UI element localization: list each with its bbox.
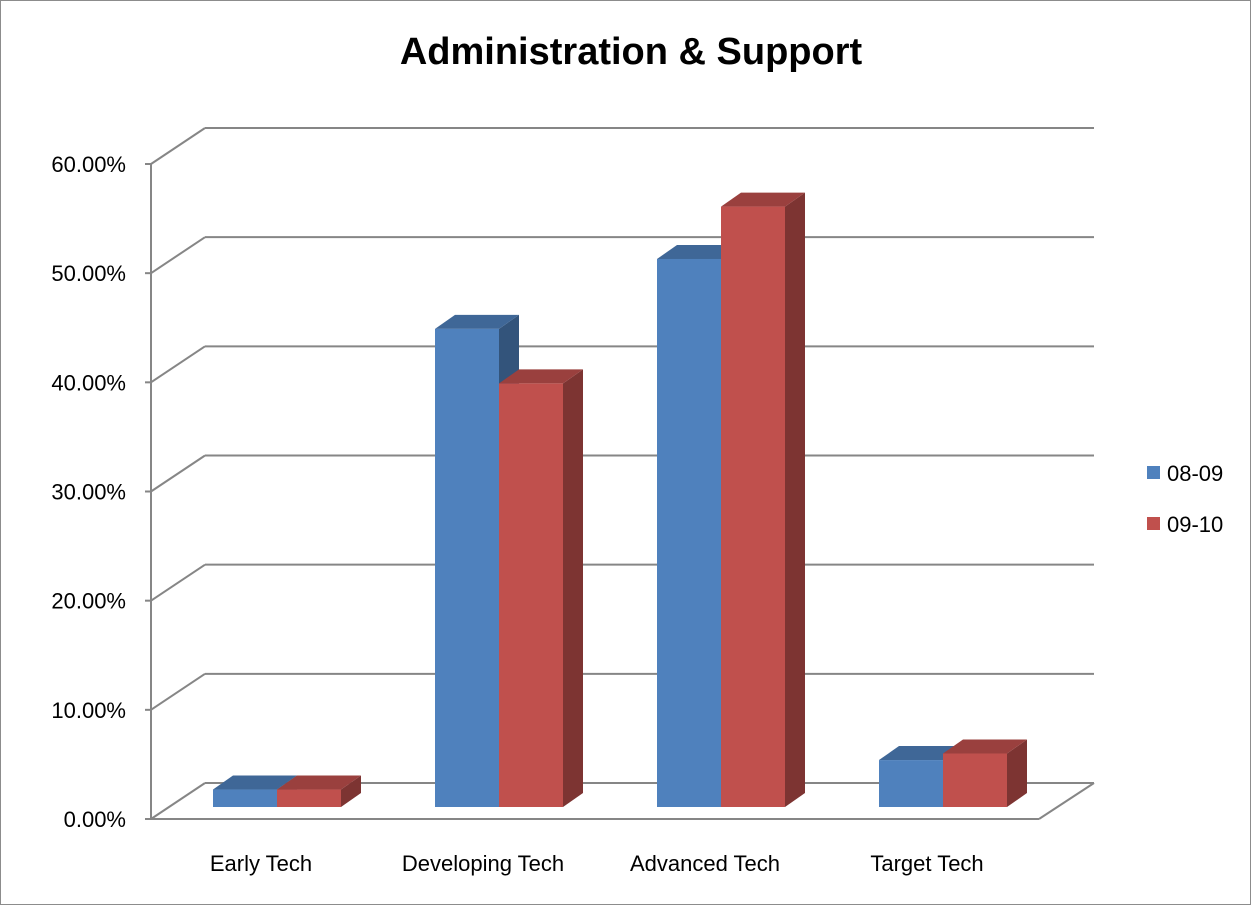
bar: [657, 258, 721, 807]
bar: [879, 760, 943, 807]
gridline-depth: [150, 673, 206, 711]
bar: [499, 383, 563, 807]
bar: [277, 789, 341, 807]
x-tick-label: Developing Tech: [402, 851, 564, 876]
legend-label: 09-10: [1167, 512, 1224, 537]
bar-top: [721, 192, 805, 207]
bar: [943, 753, 1007, 807]
bar-top: [499, 369, 583, 384]
gridline-depth: [150, 563, 206, 602]
bar: [721, 206, 785, 808]
bar-side: [1007, 739, 1027, 807]
gridline-depth: [150, 127, 206, 165]
bar-top: [943, 739, 1027, 754]
bar-side: [341, 775, 361, 807]
x-tick-label: Advanced Tech: [630, 851, 780, 876]
x-tick-label: Target Tech: [870, 851, 983, 876]
bar: [213, 789, 277, 807]
legend-label: 08-09: [1167, 461, 1224, 486]
gridline-depth: [150, 345, 206, 384]
y-tick-label: 20.00%: [51, 589, 126, 614]
gridline-depth: [150, 782, 206, 820]
y-tick-label: 0.00%: [64, 807, 126, 832]
bar-top: [213, 775, 297, 790]
y-tick-label: 50.00%: [51, 261, 126, 286]
bar-side: [785, 192, 805, 808]
floor-edge: [1038, 782, 1095, 820]
gridline-depth: [150, 454, 206, 493]
gridline-depth: [150, 236, 206, 274]
y-tick-label: 30.00%: [51, 480, 126, 505]
y-tick-label: 10.00%: [51, 698, 126, 723]
legend-swatch: [1147, 466, 1160, 479]
bar-side: [563, 369, 583, 807]
chart-title: Administration & Support: [399, 31, 863, 73]
bar-top: [657, 244, 741, 259]
y-tick-label: 60.00%: [51, 152, 126, 177]
x-tick-label: Early Tech: [210, 851, 312, 876]
legend-swatch: [1147, 517, 1160, 530]
bar-top: [435, 314, 519, 329]
bar: [435, 328, 499, 807]
bar-top: [277, 775, 361, 790]
y-tick-label: 40.00%: [51, 370, 126, 395]
bar-top: [879, 746, 963, 761]
